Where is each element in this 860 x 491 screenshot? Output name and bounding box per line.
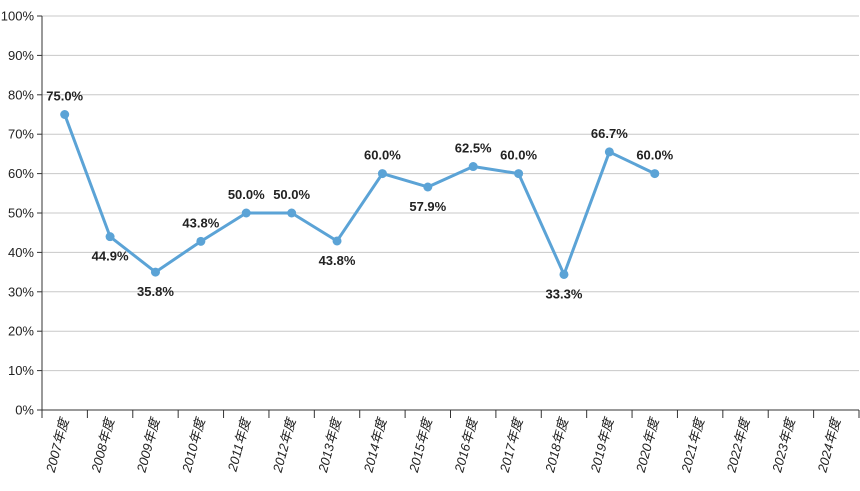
x-tick-label: 2023年度 <box>769 415 798 475</box>
data-label: 35.8% <box>137 284 174 299</box>
data-label: 33.3% <box>546 286 583 301</box>
data-label: 60.0% <box>636 148 673 163</box>
y-tick-label: 30% <box>8 284 34 299</box>
data-point <box>287 208 297 218</box>
x-tick-label: 2014年度 <box>360 415 389 475</box>
data-label: 44.9% <box>92 249 129 264</box>
x-tick-label: 2009年度 <box>133 415 162 475</box>
data-point <box>514 169 524 179</box>
data-label: 57.9% <box>409 199 446 214</box>
data-point <box>241 208 251 218</box>
y-tick-label: 80% <box>8 87 34 102</box>
data-label: 60.0% <box>364 148 401 163</box>
y-tick-label: 0% <box>15 403 34 418</box>
data-point <box>604 147 614 157</box>
data-point <box>332 236 342 246</box>
x-tick-label: 2022年度 <box>723 415 752 475</box>
y-tick-label: 40% <box>8 245 34 260</box>
x-tick-label: 2007年度 <box>43 415 72 475</box>
x-tick-label: 2020年度 <box>633 415 662 475</box>
data-point <box>150 267 160 277</box>
y-tick-label: 100% <box>1 9 35 24</box>
data-point <box>650 169 660 179</box>
axis-layer: 0% 10% 20% 30% 40% 50% 60% 70% 80% 90% 100% 2007年度 2… <box>1 9 860 475</box>
x-tick-label: 2010年度 <box>179 415 208 475</box>
x-tick-label: 2013年度 <box>315 415 344 475</box>
series-layer <box>60 110 660 279</box>
data-label: 62.5% <box>455 141 492 156</box>
data-point <box>196 236 206 246</box>
data-label: 43.8% <box>319 253 356 268</box>
x-tick-label: 2012年度 <box>270 415 299 475</box>
data-label: 50.0% <box>228 187 265 202</box>
x-tick-label: 2011年度 <box>224 415 253 474</box>
x-tick-label: 2024年度 <box>814 415 843 475</box>
x-tick-label: 2015年度 <box>406 415 435 475</box>
x-tick-label: 2021年度 <box>678 415 707 475</box>
data-label: 60.0% <box>500 148 537 163</box>
data-point <box>559 269 569 279</box>
data-point <box>377 169 387 179</box>
series-line <box>63 113 656 276</box>
x-tick-label: 2017年度 <box>497 415 526 475</box>
data-point <box>423 182 433 192</box>
data-label: 50.0% <box>273 187 310 202</box>
y-tick-label: 50% <box>8 206 34 221</box>
label-layer: 75.0% 44.9% 35.8% 43.8% 50.0% 50.0% 43.8% 60.0%… <box>46 89 673 302</box>
y-tick-label: 60% <box>8 166 34 181</box>
y-tick-label: 90% <box>8 48 34 63</box>
data-point <box>468 162 478 172</box>
data-label: 75.0% <box>46 89 83 104</box>
data-point <box>105 232 115 242</box>
grid-layer <box>42 15 859 372</box>
x-tick-label: 2008年度 <box>88 415 117 475</box>
x-tick-label: 2019年度 <box>587 415 616 475</box>
data-label: 43.8% <box>182 215 219 230</box>
y-tick-label: 70% <box>8 127 34 142</box>
y-tick-label: 10% <box>8 363 34 378</box>
x-tick-label: 2018年度 <box>542 415 571 475</box>
x-tick-label: 2016年度 <box>451 415 480 475</box>
data-point <box>60 110 70 119</box>
y-tick-label: 20% <box>8 324 34 339</box>
data-label: 66.7% <box>591 126 628 141</box>
